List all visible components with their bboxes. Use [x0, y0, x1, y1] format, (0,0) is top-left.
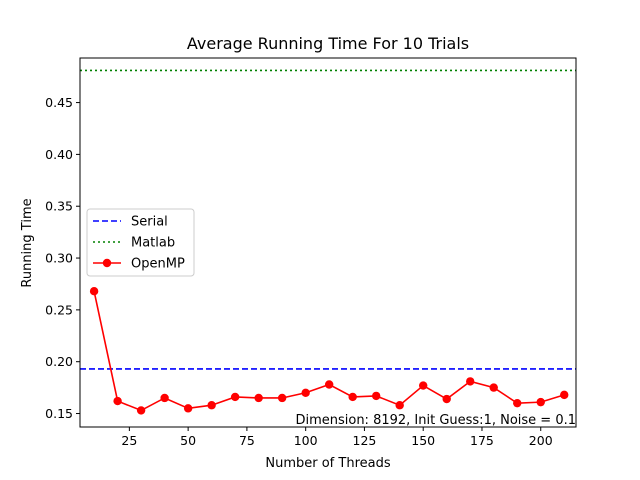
legend-marker-openmp [102, 258, 112, 268]
x-tick-label: 125 [353, 433, 377, 448]
data-point [371, 391, 381, 401]
y-axis-label: Running Time [20, 198, 35, 287]
x-tick-label: 25 [121, 433, 137, 448]
x-tick-label: 200 [529, 433, 553, 448]
data-point [160, 393, 169, 403]
data-point [230, 392, 240, 402]
data-point [395, 401, 404, 410]
data-point [207, 401, 216, 410]
data-point [442, 394, 451, 404]
y-tick-label: 0.15 [45, 406, 73, 421]
x-axis: 25 50 75 100 125 150 175 200 [121, 427, 553, 448]
y-tick-label: 0.40 [45, 147, 73, 162]
data-point [324, 380, 334, 389]
data-point [536, 397, 545, 407]
x-tick-label: 75 [239, 433, 255, 448]
x-tick-label: 50 [180, 433, 196, 448]
data-point [277, 393, 287, 403]
plot-frame [79, 57, 577, 428]
data-point [136, 406, 146, 415]
x-tick-label: 150 [411, 433, 435, 448]
y-tick-label: 0.30 [45, 251, 73, 266]
data-point [513, 398, 522, 408]
data-point [183, 404, 193, 413]
plot-area [79, 57, 577, 428]
y-axis: 0.15 0.20 0.25 0.30 0.35 0.40 0.45 [45, 95, 80, 421]
x-axis-label: Number of Threads [265, 456, 390, 471]
data-point [348, 392, 357, 402]
legend-label-serial: Serial [131, 215, 168, 230]
y-tick-label: 0.20 [45, 354, 73, 369]
legend-box [86, 208, 195, 277]
data-point [254, 393, 263, 403]
data-point [113, 396, 122, 406]
data-point [89, 287, 99, 296]
chart-annotation: Dimension: 8192, Init Guess:1, Noise = 0… [295, 413, 576, 428]
legend-label-matlab: Matlab [131, 236, 175, 251]
data-point [301, 388, 310, 397]
data-point [419, 381, 428, 390]
data-point [466, 377, 475, 386]
legend-label-openmp: OpenMP [131, 257, 185, 272]
data-point [489, 383, 498, 392]
y-tick-label: 0.35 [45, 199, 73, 214]
chart-title: Average Running Time For 10 Trials [187, 34, 469, 53]
y-tick-label: 0.45 [45, 95, 73, 110]
x-tick-label: 175 [470, 433, 494, 448]
data-point [560, 390, 569, 400]
x-tick-label: 100 [294, 433, 318, 448]
legend: Serial Matlab OpenMP [86, 208, 195, 277]
y-tick-label: 0.25 [45, 302, 73, 317]
